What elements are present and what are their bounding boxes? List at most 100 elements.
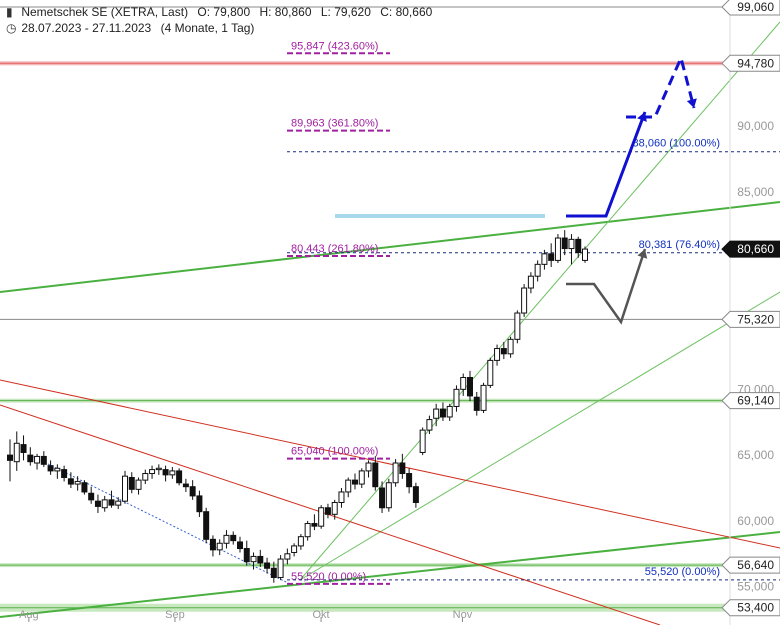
- candle-body: [128, 476, 135, 490]
- price-tick-label: 65,000: [737, 448, 774, 462]
- candle-body: [209, 538, 216, 551]
- candle-body: [20, 444, 27, 453]
- price-tag: [721, 54, 780, 72]
- candle-body: [169, 470, 176, 476]
- candle-body: [548, 253, 555, 261]
- candle-body: [494, 348, 501, 361]
- candle-body: [392, 462, 399, 484]
- chart-header-line2: ◷ 28.07.2023 - 27.11.2023 (4 Monate, 1 T…: [6, 21, 254, 35]
- candle-body: [575, 238, 582, 254]
- candle-body: [365, 462, 372, 472]
- candles: [7, 230, 588, 583]
- candle-body: [67, 478, 74, 485]
- price-tag: [721, 240, 780, 258]
- time-tick-label: Nov: [453, 609, 473, 621]
- candle-body: [162, 469, 169, 476]
- candle-body: [311, 523, 318, 527]
- candle-body: [291, 545, 298, 553]
- candle-body: [237, 541, 243, 550]
- clock-icon: ◷: [6, 21, 17, 35]
- trend-line: [299, 21, 780, 581]
- fib-label: 65,040 (100.00%): [291, 446, 378, 458]
- high-value: H: 80,860: [259, 5, 312, 19]
- fib-label: 88,060 (100.00%): [633, 138, 720, 150]
- price-tag-label: 69,140: [737, 394, 774, 408]
- candle-body: [47, 465, 54, 472]
- fib-label: 89,963 (361.80%): [291, 118, 378, 130]
- candle-body: [176, 470, 183, 484]
- price-tag-label: 94,780: [737, 56, 774, 70]
- open-value: O: 79,800: [197, 5, 251, 19]
- fib-label: 95,847 (423.60%): [291, 40, 378, 52]
- candle-body: [426, 419, 433, 431]
- price-tag-label: 56,640: [737, 558, 774, 572]
- candle-body: [568, 238, 575, 250]
- price-tag-label: 99,060: [737, 0, 774, 14]
- candle-body: [473, 396, 480, 411]
- candle-body: [345, 479, 352, 493]
- time-span: (4 Monate, 1 Tag): [160, 21, 255, 35]
- fib-label: 80,443 (261.80%): [291, 243, 378, 255]
- close-value: C: 80,660: [380, 5, 433, 19]
- candle-body: [379, 487, 386, 509]
- price-tag-label: 53,400: [737, 601, 774, 615]
- price-tag: [721, 0, 780, 16]
- price-tag: [721, 599, 780, 617]
- candle-body: [372, 462, 379, 488]
- time-axis: Aug Sep Okt Nov: [19, 609, 473, 622]
- candle-body: [487, 359, 494, 386]
- price-tag: [721, 392, 780, 410]
- candle-body: [54, 467, 61, 472]
- candle-body: [61, 469, 68, 478]
- price-axis: 55,00060,00065,00070,00085,00090,00099,0…: [721, 0, 780, 625]
- candle-body: [358, 470, 365, 485]
- candle-body: [331, 501, 338, 515]
- candle-body: [40, 455, 47, 465]
- candle-body: [27, 454, 34, 463]
- arrowhead-blue: [637, 112, 647, 122]
- arrowhead-blue-dashed: [686, 98, 697, 108]
- candle-body: [88, 492, 95, 501]
- candle-body: [521, 287, 528, 314]
- candle-body: [277, 558, 284, 578]
- candle-body: [419, 429, 426, 453]
- candle-body: [182, 483, 189, 488]
- candle-body: [433, 408, 440, 419]
- candle-body: [480, 384, 487, 411]
- candle-body: [74, 480, 81, 485]
- candle-body: [527, 275, 534, 289]
- candle-body: [101, 499, 108, 509]
- candle-body: [7, 454, 13, 461]
- candle-body: [243, 548, 250, 563]
- price-tag: [721, 310, 780, 328]
- low-value: L: 79,620: [320, 5, 371, 19]
- candle-body: [94, 500, 101, 507]
- candle-body: [385, 482, 392, 509]
- price-tick-label: 90,000: [737, 119, 774, 133]
- trend-lines: [0, 21, 780, 625]
- trend-line: [0, 201, 780, 293]
- candle-body: [412, 486, 419, 503]
- time-tick-label: Sep: [165, 609, 185, 621]
- candle-body: [514, 312, 521, 340]
- date-range: 28.07.2023 - 27.11.2023: [21, 21, 152, 35]
- candle-body: [541, 253, 548, 265]
- projection-path-gray: [566, 248, 647, 325]
- candle-body: [304, 523, 311, 538]
- candle-body: [439, 408, 446, 418]
- candle-body: [203, 511, 210, 540]
- candle-body: [554, 237, 561, 261]
- price-tag: [721, 556, 780, 574]
- fibonacci-levels: 95,847 (423.60%) 89,963 (361.80%) 80,443 (…: [287, 40, 780, 585]
- candle-body: [142, 473, 149, 481]
- candle-body: [507, 338, 514, 355]
- candle-body: [352, 479, 358, 485]
- candle-body: [108, 499, 115, 506]
- candle-body: [81, 482, 88, 493]
- candle-body: [467, 376, 473, 397]
- candle-body: [155, 467, 162, 471]
- time-tick-label: Aug: [19, 609, 39, 621]
- time-tick-label: Okt: [313, 609, 330, 621]
- candle-body: [13, 442, 20, 463]
